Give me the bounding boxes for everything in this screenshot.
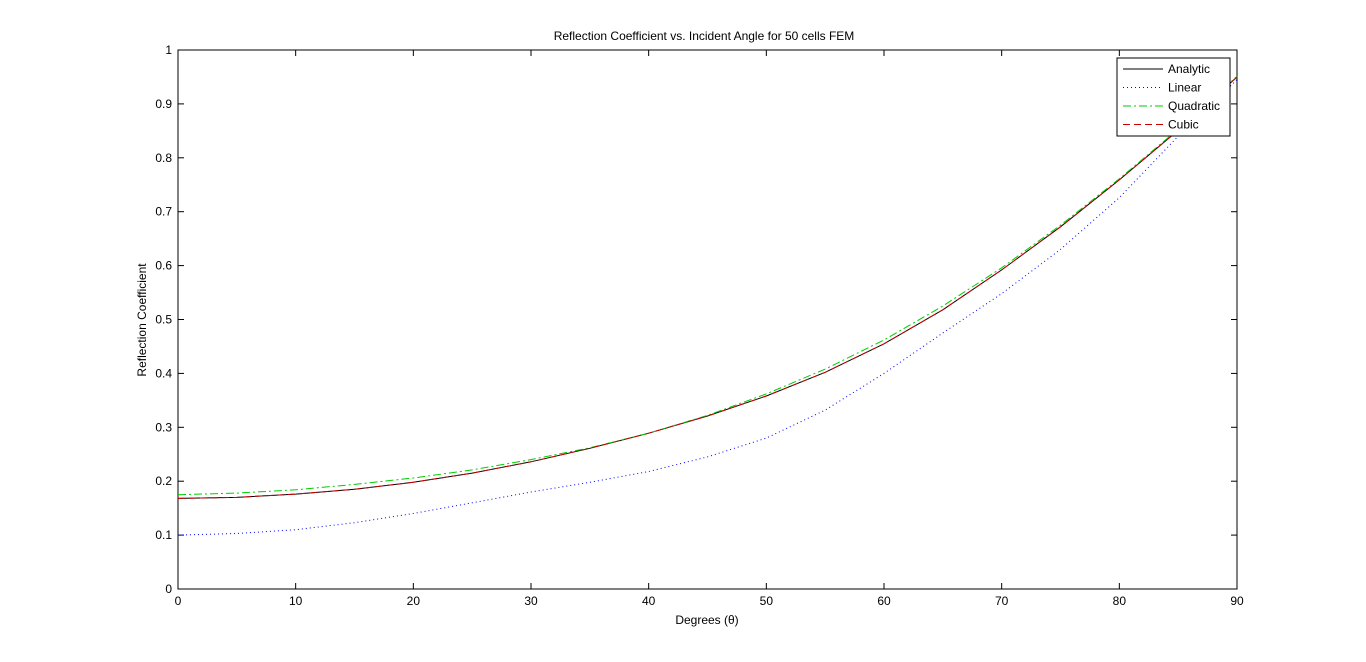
legend-label-quadratic: Quadratic <box>1168 99 1220 113</box>
y-tick-label: 1 <box>165 43 172 57</box>
x-tick-label: 80 <box>1113 594 1127 608</box>
y-tick-label: 0.2 <box>155 474 172 488</box>
x-tick-label: 60 <box>877 594 891 608</box>
x-tick-label: 50 <box>760 594 774 608</box>
y-tick-label: 0.5 <box>155 313 172 327</box>
x-axis-label: Degrees (θ) <box>675 613 738 627</box>
plot-area <box>177 49 1238 590</box>
y-tick-label: 0 <box>165 582 172 596</box>
x-tick-label: 40 <box>642 594 656 608</box>
x-tick-label: 20 <box>407 594 421 608</box>
chart-title: Reflection Coefficient vs. Incident Angl… <box>554 29 855 43</box>
y-tick-label: 0.9 <box>155 97 172 111</box>
y-tick-label: 0.6 <box>155 259 172 273</box>
series-line-linear <box>177 79 1238 536</box>
x-tick-label: 90 <box>1230 594 1244 608</box>
y-tick-label: 0.7 <box>155 205 172 219</box>
x-tick-label: 10 <box>289 594 303 608</box>
legend-label-cubic: Cubic <box>1168 118 1199 132</box>
series-line-quadratic <box>177 76 1238 496</box>
axis-ticks: 0 10 20 30 40 50 60 70 80 90 0 0.1 0.2 0.3 0.4 0.5 0.6 0.… <box>155 43 1244 608</box>
y-axis-label: Reflection Coefficient <box>135 263 149 377</box>
y-tick-label: 0.3 <box>155 420 172 434</box>
x-tick-label: 70 <box>995 594 1009 608</box>
legend: Analytic Linear Quadratic Cubic <box>1116 57 1231 137</box>
series-layer <box>177 76 1238 536</box>
legend-label-analytic: Analytic <box>1168 62 1210 76</box>
series-line-cubic <box>177 76 1238 499</box>
x-tick-label: 30 <box>524 594 538 608</box>
y-tick-label: 0.4 <box>155 366 172 380</box>
legend-label-linear: Linear <box>1168 81 1201 95</box>
legend-box <box>1116 57 1231 137</box>
y-tick-label: 0.8 <box>155 151 172 165</box>
y-tick-label: 0.1 <box>155 528 172 542</box>
x-tick-label: 0 <box>175 594 182 608</box>
